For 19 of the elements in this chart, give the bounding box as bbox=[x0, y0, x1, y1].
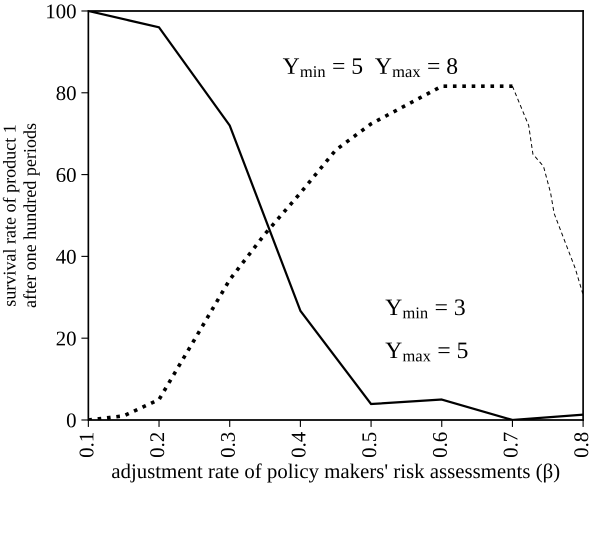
x-tick-label: 0.8 bbox=[574, 432, 588, 458]
y-tick-label: 100 bbox=[47, 4, 76, 18]
x-tick-label: 0.3 bbox=[220, 432, 236, 458]
y-tick-label: 20 bbox=[56, 332, 76, 346]
x-tick-label: 0.1 bbox=[80, 433, 94, 458]
x-axis-title: adjustment rate of policy makers' risk assessments (β) bbox=[112, 463, 560, 483]
x-tick-label: 0.7 bbox=[504, 432, 518, 458]
y-tick-label: 40 bbox=[56, 250, 76, 264]
y-tick-label: 80 bbox=[56, 86, 76, 100]
x-tick-label: 0.6 bbox=[432, 432, 448, 458]
annotation: Y$_{min}$ = 3 bbox=[385, 299, 465, 318]
y-tick-label: 60 bbox=[56, 168, 76, 182]
x-tick-label: 0.2 bbox=[150, 432, 164, 458]
annotation: Y$_{max}$ = 5 bbox=[385, 342, 468, 362]
y-tick-label: 0 bbox=[66, 413, 76, 428]
x-tick-label: 0.5 bbox=[362, 432, 376, 458]
x-tick-label: 0.4 bbox=[292, 432, 306, 458]
y-axis-title: survival rate of product 1 after one hundred periods bbox=[2, 124, 40, 308]
annotation: Y$_{min}$ = 5 Y$_{max}$ = 8 bbox=[282, 58, 458, 78]
